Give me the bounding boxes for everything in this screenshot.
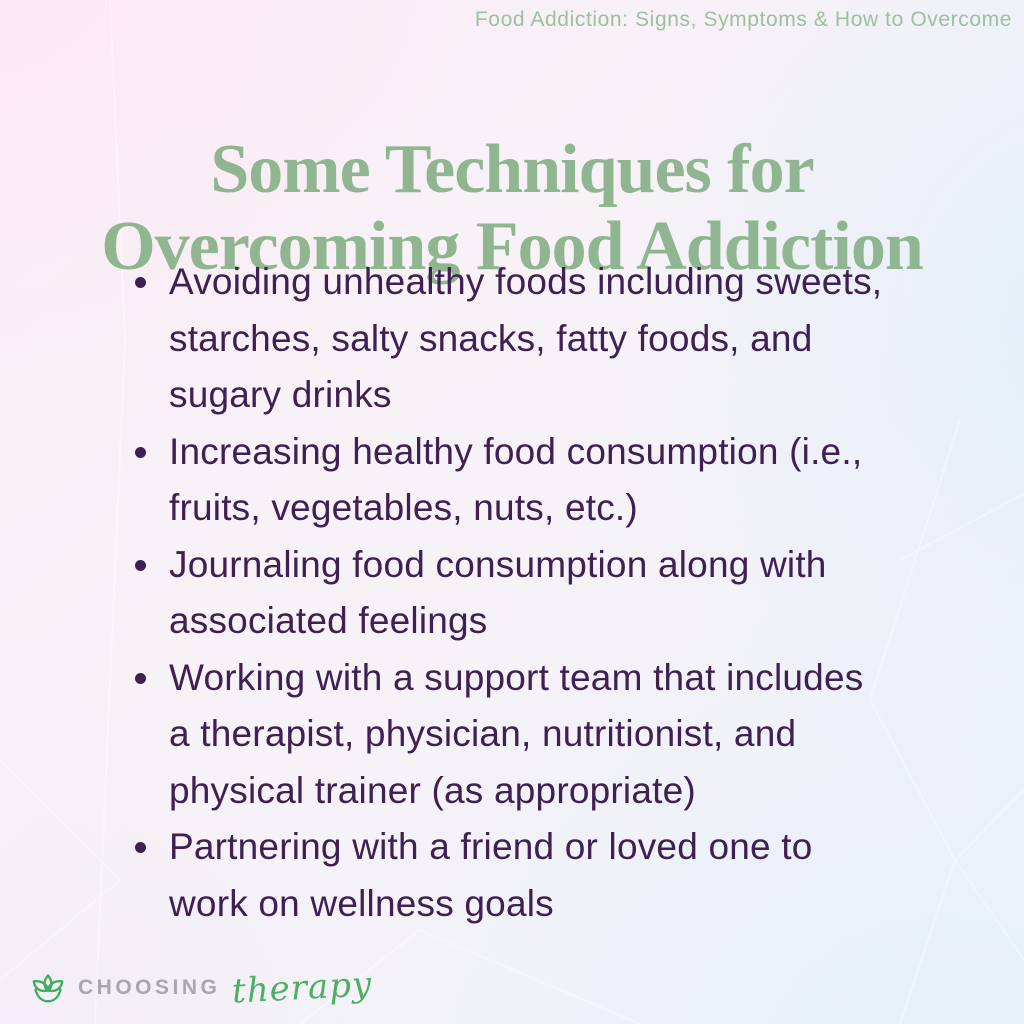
- list-item: Avoiding unhealthy foods including sweet…: [135, 254, 945, 424]
- bullet-dot: [135, 277, 146, 288]
- page-title-line1: Some Techniques for: [210, 130, 814, 208]
- list-item-line: Working with a support team that include…: [169, 656, 864, 698]
- bullet-dot: [135, 672, 146, 684]
- list-item: Working with a support team that include…: [135, 650, 945, 820]
- logo-therapy-text: therapy: [231, 964, 374, 1012]
- page-credit: Food Addiction: Signs, Symptoms & How to…: [474, 8, 1012, 31]
- page-title-line2: Overcoming Food Addiction: [101, 207, 924, 285]
- logo-choosing-text: CHOOSING: [78, 976, 221, 999]
- techniques-list: Avoiding unhealthy foods including sweet…: [135, 254, 945, 932]
- list-item-line: physical trainer (as appropriate): [169, 769, 696, 811]
- bullet-dot: [135, 446, 146, 458]
- list-item-line: fruits, vegetables, nuts, etc.): [169, 487, 638, 528]
- list-item: Partnering with a friend or loved one to…: [135, 819, 945, 932]
- page-title: Some Techniques for Overcoming Food Addi…: [0, 131, 1024, 285]
- list-item-line: work on wellness goals: [169, 882, 554, 924]
- list-item-line: Journaling food consumption along with: [169, 543, 827, 585]
- bullet-dot: [135, 842, 146, 853]
- choosing-therapy-logo: CHOOSING therapy: [28, 964, 373, 1012]
- list-item-line: Increasing healthy food consumption (i.e…: [169, 430, 863, 472]
- list-item-line: starches, salty snacks, fatty foods, and: [169, 317, 813, 359]
- list-item-line: associated feelings: [169, 600, 488, 641]
- list-item: Increasing healthy food consumption (i.e…: [135, 424, 945, 537]
- list-item-line: Partnering with a friend or loved one to: [169, 826, 813, 867]
- list-item-line: a therapist, physician, nutritionist, an…: [169, 713, 797, 754]
- list-item: Journaling food consumption along with a…: [135, 537, 945, 650]
- list-item-line: Avoiding unhealthy foods including sweet…: [169, 261, 883, 302]
- bullet-dot: [135, 559, 146, 571]
- list-item-line: sugary drinks: [169, 374, 392, 415]
- flower-leaf-icon: [32, 974, 64, 1003]
